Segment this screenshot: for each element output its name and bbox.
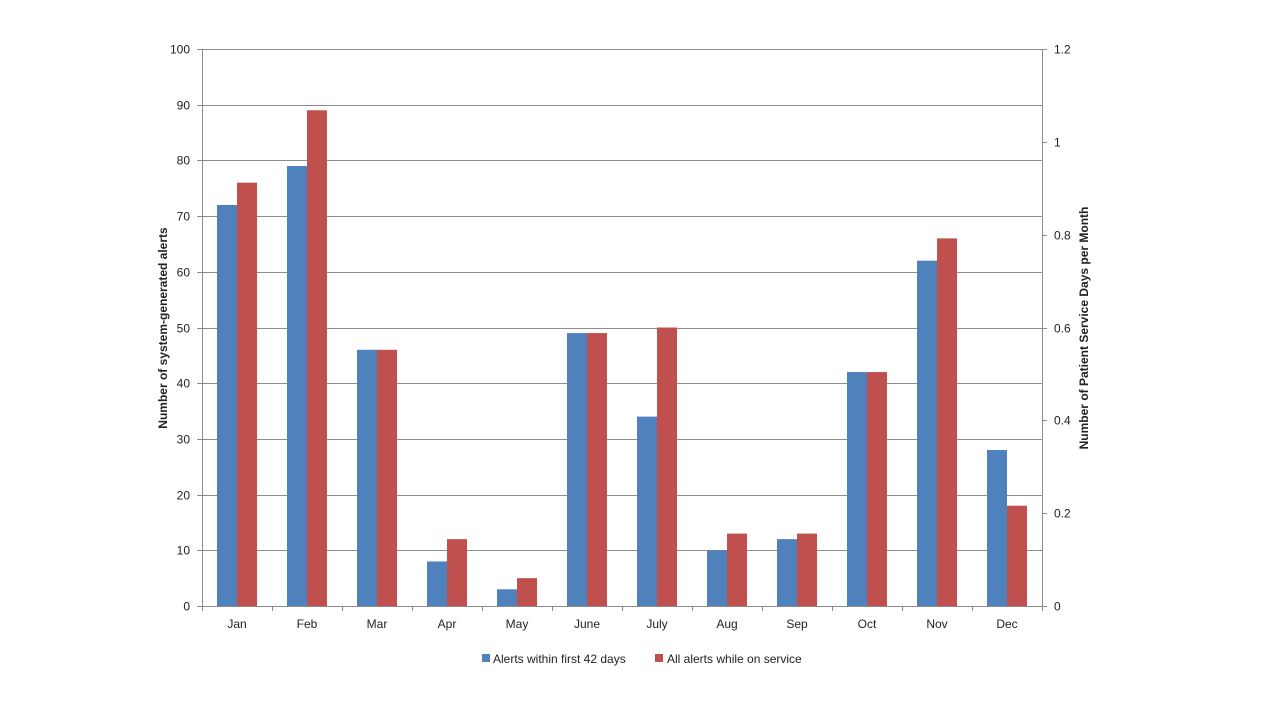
x-axis-tick-label-mar: Mar: [367, 617, 388, 631]
bar-feb-series-1: [287, 165, 307, 606]
bar-june-series-1: [567, 333, 587, 606]
bar-aug-series-1: [707, 550, 727, 606]
x-axis-tick-label-aug: Aug: [716, 617, 737, 631]
bar-july-series-2: [657, 327, 677, 606]
y2-axis-tick-label: 1.2: [1054, 43, 1071, 57]
bar-apr-series-2: [447, 539, 467, 606]
y2-axis-tick-label: 1: [1054, 136, 1061, 150]
y-axis-tick-label: 0: [183, 600, 190, 614]
bar-nov-series-2: [937, 238, 957, 606]
bar-may-series-2: [517, 578, 537, 606]
bar-mar-series-1: [357, 349, 377, 606]
gridlines: [202, 49, 1042, 551]
bar-sep-series-1: [777, 539, 797, 606]
bar-apr-series-1: [427, 561, 447, 606]
x-axis-tick-label-june: June: [574, 617, 600, 631]
y-axis-tick-label: 20: [177, 489, 191, 503]
bar-jan-series-1: [217, 204, 237, 606]
bar-july-series-1: [637, 416, 657, 606]
legend-label-series-2: All alerts while on service: [667, 652, 802, 666]
x-axis-tick-label-oct: Oct: [858, 617, 877, 631]
y-axis-tick-label: 70: [177, 210, 191, 224]
bars: [217, 110, 1027, 607]
bar-sep-series-2: [797, 533, 817, 606]
bar-aug-series-2: [727, 533, 747, 606]
y-axis-tick-label: 100: [170, 43, 190, 57]
y2-axis-tick-label: 0: [1054, 600, 1061, 614]
y-axis-tick-label: 80: [177, 154, 191, 168]
y2-axis-title: Number of Patient Service Days per Month: [1077, 207, 1091, 450]
x-axis-tick-label-feb: Feb: [297, 617, 318, 631]
bar-jan-series-2: [237, 182, 257, 606]
y-axis-tick-label: 90: [177, 99, 191, 113]
legend: Alerts within first 42 days All alerts w…: [482, 652, 802, 666]
x-axis-tick-label-jan: Jan: [227, 617, 246, 631]
bar-mar-series-2: [377, 349, 397, 606]
y2-axis-tick-label: 0.2: [1054, 507, 1071, 521]
y2-axis-tick-label: 0.4: [1054, 414, 1071, 428]
bar-feb-series-2: [307, 110, 327, 607]
x-axis-tick-labels: Jan Feb Mar Apr May June July Aug Sep Oct Nov Dec: [227, 617, 1017, 631]
y2-axis-tick-label: 0.8: [1054, 229, 1071, 243]
bar-dec-series-1: [987, 450, 1007, 606]
y2-axis-tick-label: 0.6: [1054, 322, 1071, 336]
y-axis-title: Number of system-generated alerts: [156, 227, 170, 429]
legend-swatch-series-2: [655, 654, 663, 662]
legend-label-series-1: Alerts within first 42 days: [493, 652, 626, 666]
y-axis-tick-label: 60: [177, 266, 191, 280]
x-axis-tick-label-july: July: [646, 617, 667, 631]
y-axis-tick-label: 30: [177, 433, 191, 447]
y-axis-tick-labels: 0 10 20 30 40 50 60 70 80 90 100: [170, 43, 190, 614]
bar-nov-series-1: [917, 260, 937, 606]
y2-axis-tick-labels: 0 0.2 0.4 0.6 0.8 1 1.2: [1054, 43, 1071, 614]
y-axis-tick-label: 10: [177, 544, 191, 558]
x-axis-tick-label-sep: Sep: [786, 617, 808, 631]
bar-may-series-1: [497, 589, 517, 606]
bar-dec-series-2: [1007, 505, 1027, 606]
y-axis-tick-label: 40: [177, 377, 191, 391]
axes: [197, 49, 1047, 611]
y-axis-tick-label: 50: [177, 322, 191, 336]
x-axis-tick-label-dec: Dec: [996, 617, 1017, 631]
x-axis-tick-label-nov: Nov: [926, 617, 947, 631]
x-axis-tick-label-may: May: [506, 617, 529, 631]
bar-oct-series-2: [867, 372, 887, 606]
bar-june-series-2: [587, 333, 607, 606]
bar-oct-series-1: [847, 372, 867, 606]
legend-swatch-series-1: [482, 654, 490, 662]
x-axis-tick-label-apr: Apr: [438, 617, 457, 631]
